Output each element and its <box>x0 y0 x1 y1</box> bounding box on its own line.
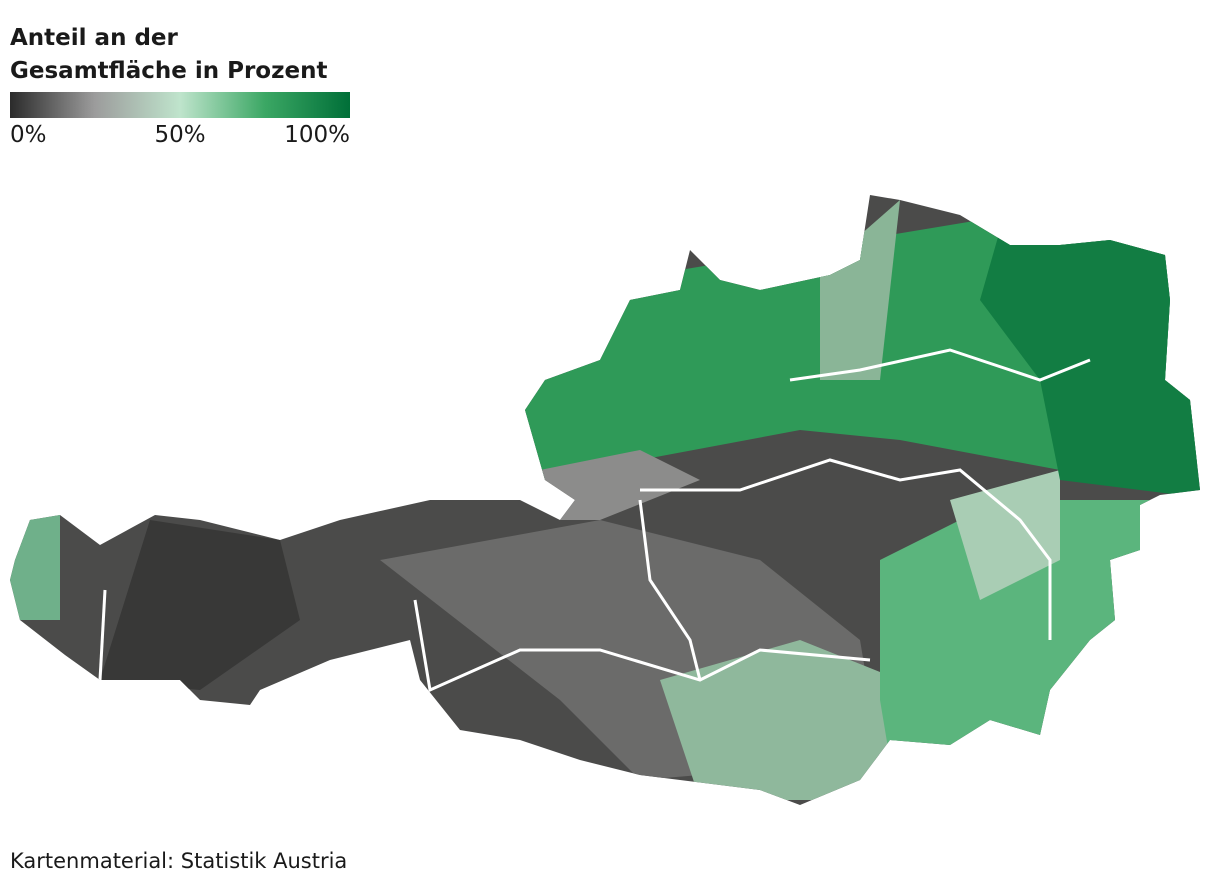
region <box>540 450 700 520</box>
region <box>950 470 1060 600</box>
source-note: Kartenmaterial: Statistik Austria <box>10 849 347 873</box>
title-line: Anteil an der <box>10 25 179 51</box>
region <box>980 220 1200 500</box>
border <box>638 499 702 681</box>
legend-tick-label: 100% <box>284 122 350 148</box>
region <box>660 640 900 800</box>
border <box>98 589 107 681</box>
region <box>100 520 300 690</box>
state-borders <box>98 348 1091 693</box>
legend-colorbar <box>10 92 350 118</box>
legend-tick-label: 0% <box>10 122 47 148</box>
region <box>820 200 900 380</box>
title-line: Gesamtfläche in Prozent <box>10 58 327 84</box>
border <box>413 599 871 693</box>
border <box>789 348 1091 382</box>
border <box>640 458 1052 640</box>
map <box>10 195 1200 805</box>
region <box>10 500 60 620</box>
legend-tick-label: 50% <box>154 122 205 148</box>
